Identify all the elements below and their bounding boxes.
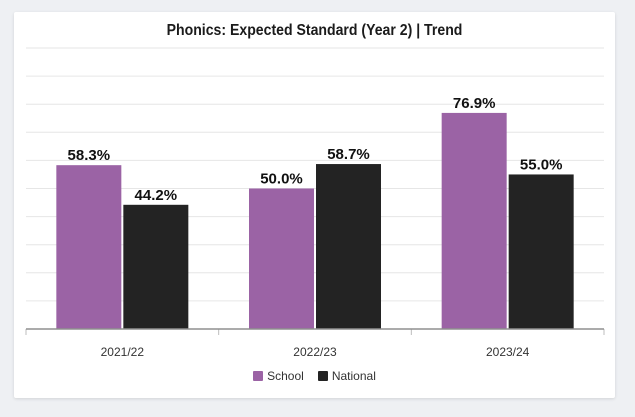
legend-item-school[interactable]: School xyxy=(253,369,304,383)
data-label: 50.0% xyxy=(260,171,303,188)
data-label: 55.0% xyxy=(520,156,563,173)
x-tick-label: 2023/24 xyxy=(486,345,530,359)
data-label: 58.3% xyxy=(68,147,111,164)
chart-title: Phonics: Expected Standard (Year 2) | Tr… xyxy=(166,22,463,39)
bar-school-2023-24[interactable] xyxy=(441,112,507,329)
bar-school-2021-22[interactable] xyxy=(56,165,122,329)
data-label: 76.9% xyxy=(453,95,496,112)
bar-chart: 58.3% 44.2% 2021/22 50.0% 58.7% 2022/23 76.9% 5… xyxy=(25,47,605,359)
bar-national-2023-24[interactable] xyxy=(508,174,574,329)
chart-legend: School National xyxy=(14,369,615,383)
legend-label-school: School xyxy=(267,369,304,383)
legend-label-national: National xyxy=(331,369,376,383)
data-label: 58.7% xyxy=(327,146,370,163)
data-label: 44.2% xyxy=(135,187,178,204)
legend-item-national[interactable]: National xyxy=(317,369,376,383)
legend-swatch-national xyxy=(317,371,328,381)
chart-card: Phonics: Expected Standard (Year 2) | Tr… xyxy=(14,12,615,398)
x-tick-label: 2022/23 xyxy=(293,345,337,359)
x-tick-label: 2021/22 xyxy=(101,345,145,359)
bar-national-2022-23[interactable] xyxy=(316,164,381,329)
legend-swatch-school xyxy=(253,371,264,381)
bar-school-2022-23[interactable] xyxy=(249,188,314,330)
bar-national-2021-22[interactable] xyxy=(123,204,189,329)
